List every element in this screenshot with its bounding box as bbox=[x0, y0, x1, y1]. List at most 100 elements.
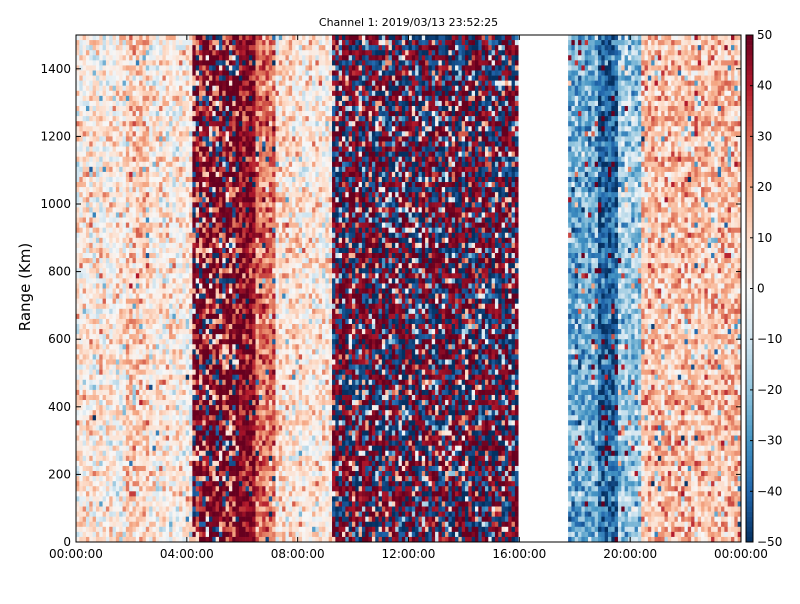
heatmap-cell bbox=[119, 202, 123, 208]
heatmap-cell bbox=[115, 364, 120, 370]
heatmap-cell bbox=[202, 55, 206, 61]
heatmap-cell bbox=[172, 35, 177, 41]
heatmap-cell bbox=[169, 141, 173, 147]
heatmap-cell bbox=[222, 389, 226, 396]
heatmap-cell bbox=[99, 95, 103, 102]
heatmap-cell bbox=[132, 349, 137, 355]
heatmap-cell bbox=[192, 374, 197, 381]
heatmap-cell bbox=[195, 85, 200, 92]
heatmap-cell bbox=[225, 141, 230, 147]
heatmap-cell bbox=[85, 166, 90, 173]
heatmap-cell bbox=[232, 126, 236, 132]
heatmap-cell bbox=[79, 176, 83, 183]
heatmap-cell bbox=[99, 141, 103, 147]
heatmap-cell bbox=[155, 359, 160, 365]
heatmap-cell bbox=[85, 268, 90, 274]
heatmap-cell bbox=[105, 50, 110, 56]
heatmap-cell bbox=[142, 410, 147, 416]
heatmap-cell bbox=[102, 400, 107, 406]
heatmap-cell bbox=[115, 116, 120, 122]
heatmap-cell bbox=[192, 50, 197, 56]
heatmap-cell bbox=[209, 90, 213, 97]
heatmap-cell bbox=[172, 379, 177, 386]
heatmap-cell bbox=[215, 501, 220, 507]
heatmap-cell bbox=[92, 75, 97, 81]
heatmap-cell bbox=[189, 105, 193, 112]
heatmap-cell bbox=[238, 197, 243, 203]
heatmap-cell bbox=[92, 349, 97, 355]
heatmap-cell bbox=[82, 435, 87, 441]
heatmap-cell bbox=[89, 156, 93, 163]
heatmap-cell bbox=[85, 410, 90, 416]
heatmap-cell bbox=[235, 278, 240, 284]
heatmap-cell bbox=[225, 126, 230, 132]
heatmap-cell bbox=[92, 136, 97, 142]
heatmap-cell bbox=[139, 506, 143, 512]
heatmap-cell bbox=[112, 354, 117, 360]
heatmap-cell bbox=[209, 283, 213, 289]
heatmap-cell bbox=[125, 516, 130, 523]
heatmap-cell bbox=[79, 374, 83, 381]
heatmap-cell bbox=[79, 60, 83, 66]
heatmap-cell bbox=[159, 40, 163, 46]
heatmap-cell bbox=[175, 75, 180, 81]
heatmap-cell bbox=[179, 318, 183, 325]
heatmap-cell bbox=[95, 511, 100, 517]
heatmap-cell bbox=[228, 60, 233, 66]
heatmap-cell bbox=[105, 536, 110, 543]
heatmap-cell bbox=[115, 258, 120, 264]
heatmap-cell bbox=[189, 476, 193, 482]
heatmap-cell bbox=[145, 410, 150, 416]
heatmap-cell bbox=[149, 141, 153, 147]
heatmap-cell bbox=[222, 303, 226, 310]
heatmap-cell bbox=[172, 394, 177, 401]
heatmap-cell bbox=[112, 187, 117, 193]
heatmap-cell bbox=[162, 521, 167, 528]
heatmap-cell bbox=[92, 65, 97, 71]
heatmap-cell bbox=[76, 293, 80, 299]
heatmap-cell bbox=[125, 354, 130, 360]
heatmap-cell bbox=[112, 511, 117, 517]
heatmap-cell bbox=[145, 308, 150, 315]
heatmap-cell bbox=[172, 465, 177, 472]
heatmap-cell bbox=[105, 151, 110, 157]
heatmap-cell bbox=[195, 126, 200, 132]
heatmap-cell bbox=[76, 384, 80, 391]
heatmap-cell bbox=[109, 536, 113, 543]
heatmap-cell bbox=[145, 182, 150, 188]
heatmap-cell bbox=[155, 283, 160, 289]
heatmap-cell bbox=[175, 359, 180, 365]
heatmap-cell bbox=[122, 476, 127, 482]
heatmap-cell bbox=[218, 491, 223, 497]
heatmap-cell bbox=[105, 349, 110, 355]
heatmap-cell bbox=[92, 506, 97, 512]
heatmap-cell bbox=[165, 141, 170, 147]
heatmap-cell bbox=[232, 323, 236, 330]
heatmap-cell bbox=[89, 85, 93, 92]
heatmap-cell bbox=[215, 263, 220, 269]
heatmap-cell bbox=[165, 298, 170, 305]
heatmap-cell bbox=[152, 471, 157, 477]
heatmap-cell bbox=[199, 207, 203, 213]
heatmap-cell bbox=[122, 222, 127, 228]
heatmap-cell bbox=[185, 111, 190, 117]
heatmap-cell bbox=[199, 263, 203, 269]
heatmap-cell bbox=[105, 192, 110, 198]
heatmap-cell bbox=[202, 60, 206, 66]
heatmap-cell bbox=[105, 116, 110, 122]
heatmap-cell bbox=[225, 389, 230, 396]
heatmap-cell bbox=[95, 308, 100, 315]
heatmap-cell bbox=[215, 303, 220, 310]
heatmap-cell bbox=[172, 131, 177, 137]
heatmap-cell bbox=[145, 75, 150, 81]
heatmap-cell bbox=[76, 40, 80, 46]
heatmap-cell bbox=[209, 460, 213, 467]
heatmap-cell bbox=[232, 516, 236, 523]
heatmap-cell bbox=[105, 202, 110, 208]
heatmap-cell bbox=[132, 481, 137, 487]
heatmap-cell bbox=[175, 440, 180, 446]
heatmap-cell bbox=[238, 171, 243, 178]
heatmap-cell bbox=[209, 45, 213, 51]
heatmap-cell bbox=[82, 476, 87, 482]
heatmap-cell bbox=[145, 303, 150, 310]
